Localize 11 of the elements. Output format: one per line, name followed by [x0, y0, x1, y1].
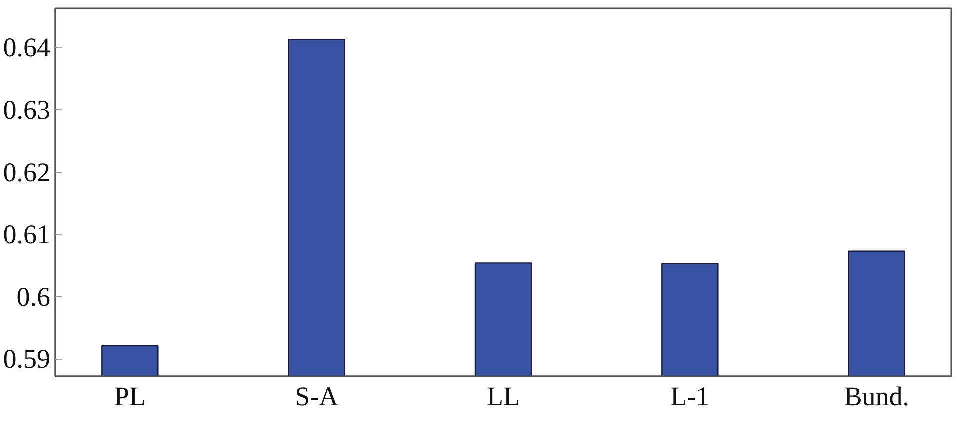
- y-tick-label: 0.63: [3, 94, 50, 125]
- x-tick-label: PL: [114, 382, 146, 412]
- y-tick-label: 0.59: [3, 344, 50, 374]
- x-tick-label: L-1: [670, 382, 710, 412]
- y-tick-label: 0.62: [3, 157, 50, 188]
- y-tick-label: 0.64: [3, 32, 51, 63]
- y-tick-label: 0.6: [16, 282, 50, 312]
- x-tick-label: Bund.: [844, 382, 910, 412]
- y-tick-label: 0.61: [3, 220, 50, 250]
- x-tick-label: S-A: [295, 382, 340, 412]
- x-tick-label: LL: [487, 382, 520, 412]
